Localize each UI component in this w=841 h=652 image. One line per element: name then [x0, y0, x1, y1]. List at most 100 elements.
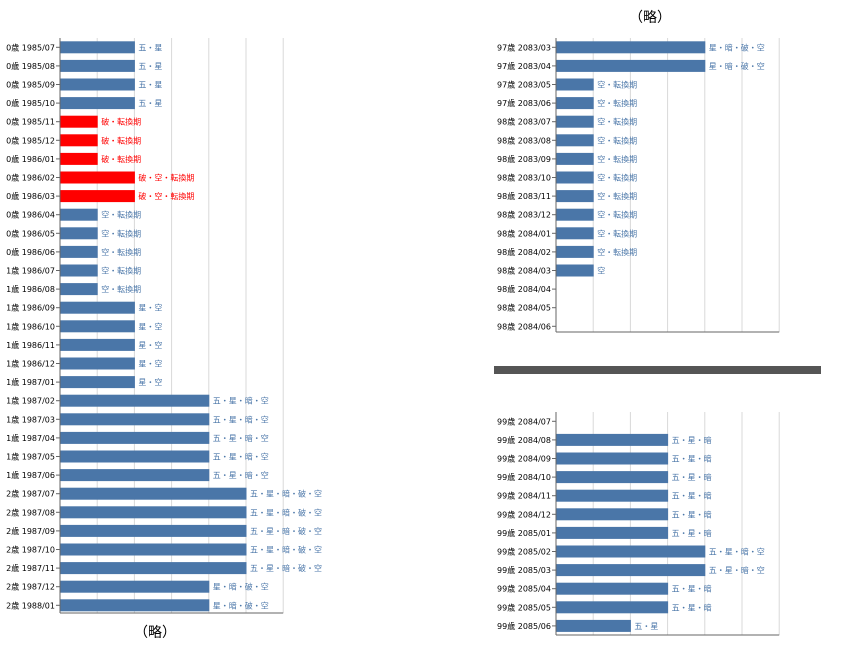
- y-tick-label: 1歳 1986/07: [6, 266, 55, 276]
- omission-note-top: （略）: [629, 10, 671, 26]
- bar: [556, 545, 706, 558]
- bar-data-label: 五・星・暗・空: [213, 433, 269, 443]
- y-tick-label: 0歳 1986/06: [6, 247, 55, 257]
- bar-data-label: 五・星: [138, 99, 162, 108]
- y-tick-label: 0歳 1985/11: [6, 117, 55, 127]
- bar-data-label: 空・転換期: [597, 247, 637, 257]
- y-tick-label: 99歳 2084/07: [497, 416, 551, 426]
- bar-data-label: 空: [597, 266, 605, 276]
- bar: [556, 245, 594, 258]
- bar: [60, 301, 135, 314]
- bar: [60, 524, 247, 537]
- bar-data-label: 五・星・暗: [672, 602, 712, 612]
- bar-data-label: 空・転換期: [597, 191, 637, 201]
- bar-data-label: 空・転換期: [101, 210, 141, 220]
- y-tick-label: 0歳 1986/03: [6, 191, 55, 201]
- y-tick-label: 97歳 2083/06: [497, 98, 551, 108]
- bar-data-label: 空・転換期: [597, 154, 637, 164]
- y-tick-label: 1歳 1986/11: [6, 340, 55, 350]
- y-tick-label: 98歳 2083/08: [497, 135, 551, 145]
- bar: [60, 97, 135, 110]
- bar: [556, 190, 594, 203]
- bar: [60, 134, 98, 147]
- bar-data-label: 星・空: [138, 321, 162, 331]
- y-tick-label: 0歳 1985/12: [6, 135, 55, 145]
- bar-data-label: 五・星・暗・破・空: [250, 563, 322, 573]
- y-tick-label: 1歳 1986/09: [6, 303, 55, 313]
- bar: [60, 152, 98, 165]
- bar: [556, 78, 594, 91]
- y-tick-label: 99歳 2085/06: [497, 621, 551, 631]
- bar-data-label: 空・転換期: [597, 210, 637, 220]
- bar-data-label: 星・空: [138, 377, 162, 387]
- bar: [60, 115, 98, 128]
- bar-data-label: 五・星・暗・空: [213, 414, 269, 424]
- y-tick-label: 0歳 1986/02: [6, 173, 55, 183]
- bar-data-label: 空・転換期: [597, 117, 637, 127]
- y-tick-label: 0歳 1986/04: [6, 210, 55, 220]
- bar-data-label: 五・星・暗・破・空: [250, 507, 322, 517]
- panel-divider: [494, 366, 821, 374]
- chart-panel-late-top: 97歳 2083/03 星・暗・破・空 97歳 2083/04 星・暗・破・空 97歳 …: [497, 38, 780, 333]
- y-tick-label: 1歳 1987/03: [6, 414, 55, 424]
- bar: [60, 320, 135, 333]
- bar-data-label: 五・星・暗・破・空: [250, 526, 322, 536]
- bar-data-label: 五・星: [634, 622, 658, 631]
- y-tick-label: 0歳 1985/09: [6, 80, 55, 90]
- y-tick-label: 98歳 2083/11: [497, 191, 551, 201]
- y-tick-label: 1歳 1986/10: [6, 321, 55, 331]
- y-tick-label: 99歳 2085/03: [497, 565, 551, 575]
- y-tick-label: 99歳 2084/11: [497, 491, 551, 501]
- bar: [60, 283, 98, 296]
- bar-data-label: 五・星: [138, 43, 162, 52]
- bar-data-label: 五・星・暗・破・空: [250, 489, 322, 499]
- y-tick-label: 2歳 1987/11: [6, 563, 55, 573]
- y-tick-label: 2歳 1987/12: [6, 582, 55, 592]
- bar: [60, 78, 135, 91]
- y-tick-label: 1歳 1986/08: [6, 284, 55, 294]
- bar: [556, 59, 706, 72]
- y-tick-label: 2歳 1987/07: [6, 489, 55, 499]
- bar-data-label: 星・空: [138, 359, 162, 369]
- bar-data-label: 星・空: [138, 340, 162, 350]
- y-tick-label: 98歳 2083/12: [497, 210, 551, 220]
- y-tick-label: 2歳 1988/01: [6, 600, 55, 610]
- y-tick-label: 1歳 1987/06: [6, 470, 55, 480]
- bar-data-label: 破・転換期: [101, 117, 141, 127]
- bar: [556, 208, 594, 221]
- y-tick-label: 99歳 2085/04: [497, 584, 551, 594]
- bar: [556, 508, 669, 521]
- bar: [60, 357, 135, 370]
- bar: [60, 413, 210, 426]
- bar-data-label: 五・星・暗・破・空: [250, 545, 322, 555]
- y-tick-label: 99歳 2084/08: [497, 435, 551, 445]
- bar: [60, 431, 210, 444]
- bar-data-label: 星・空: [138, 303, 162, 313]
- y-tick-label: 99歳 2085/01: [497, 528, 551, 538]
- bar: [60, 376, 135, 389]
- y-tick-label: 0歳 1986/01: [6, 154, 55, 164]
- bar-data-label: 空・転換期: [597, 98, 637, 108]
- y-tick-label: 98歳 2084/02: [497, 247, 551, 257]
- y-tick-label: 1歳 1987/04: [6, 433, 55, 443]
- bar-data-label: 破・転換期: [101, 135, 141, 145]
- y-tick-label: 99歳 2085/05: [497, 602, 551, 612]
- bar-data-label: 星・暗・破・空: [213, 600, 269, 610]
- y-tick-label: 98歳 2084/06: [497, 321, 551, 331]
- bar-data-label: 五・星・暗: [672, 435, 712, 445]
- y-tick-label: 98歳 2083/10: [497, 173, 551, 183]
- bar: [556, 97, 594, 110]
- bar: [556, 601, 669, 614]
- bar: [556, 152, 594, 165]
- bar: [60, 264, 98, 277]
- y-tick-label: 98歳 2084/04: [497, 284, 551, 294]
- bar-data-label: 五・星・暗: [672, 454, 712, 464]
- bar-data-label: 五・星・暗・空: [213, 452, 269, 462]
- bar-data-label: 破・空・転換期: [138, 173, 194, 183]
- bar: [60, 487, 247, 500]
- bar-data-label: 空・転換期: [101, 228, 141, 238]
- bar: [556, 134, 594, 147]
- bar-data-label: 空・転換期: [101, 247, 141, 257]
- bar: [556, 264, 594, 277]
